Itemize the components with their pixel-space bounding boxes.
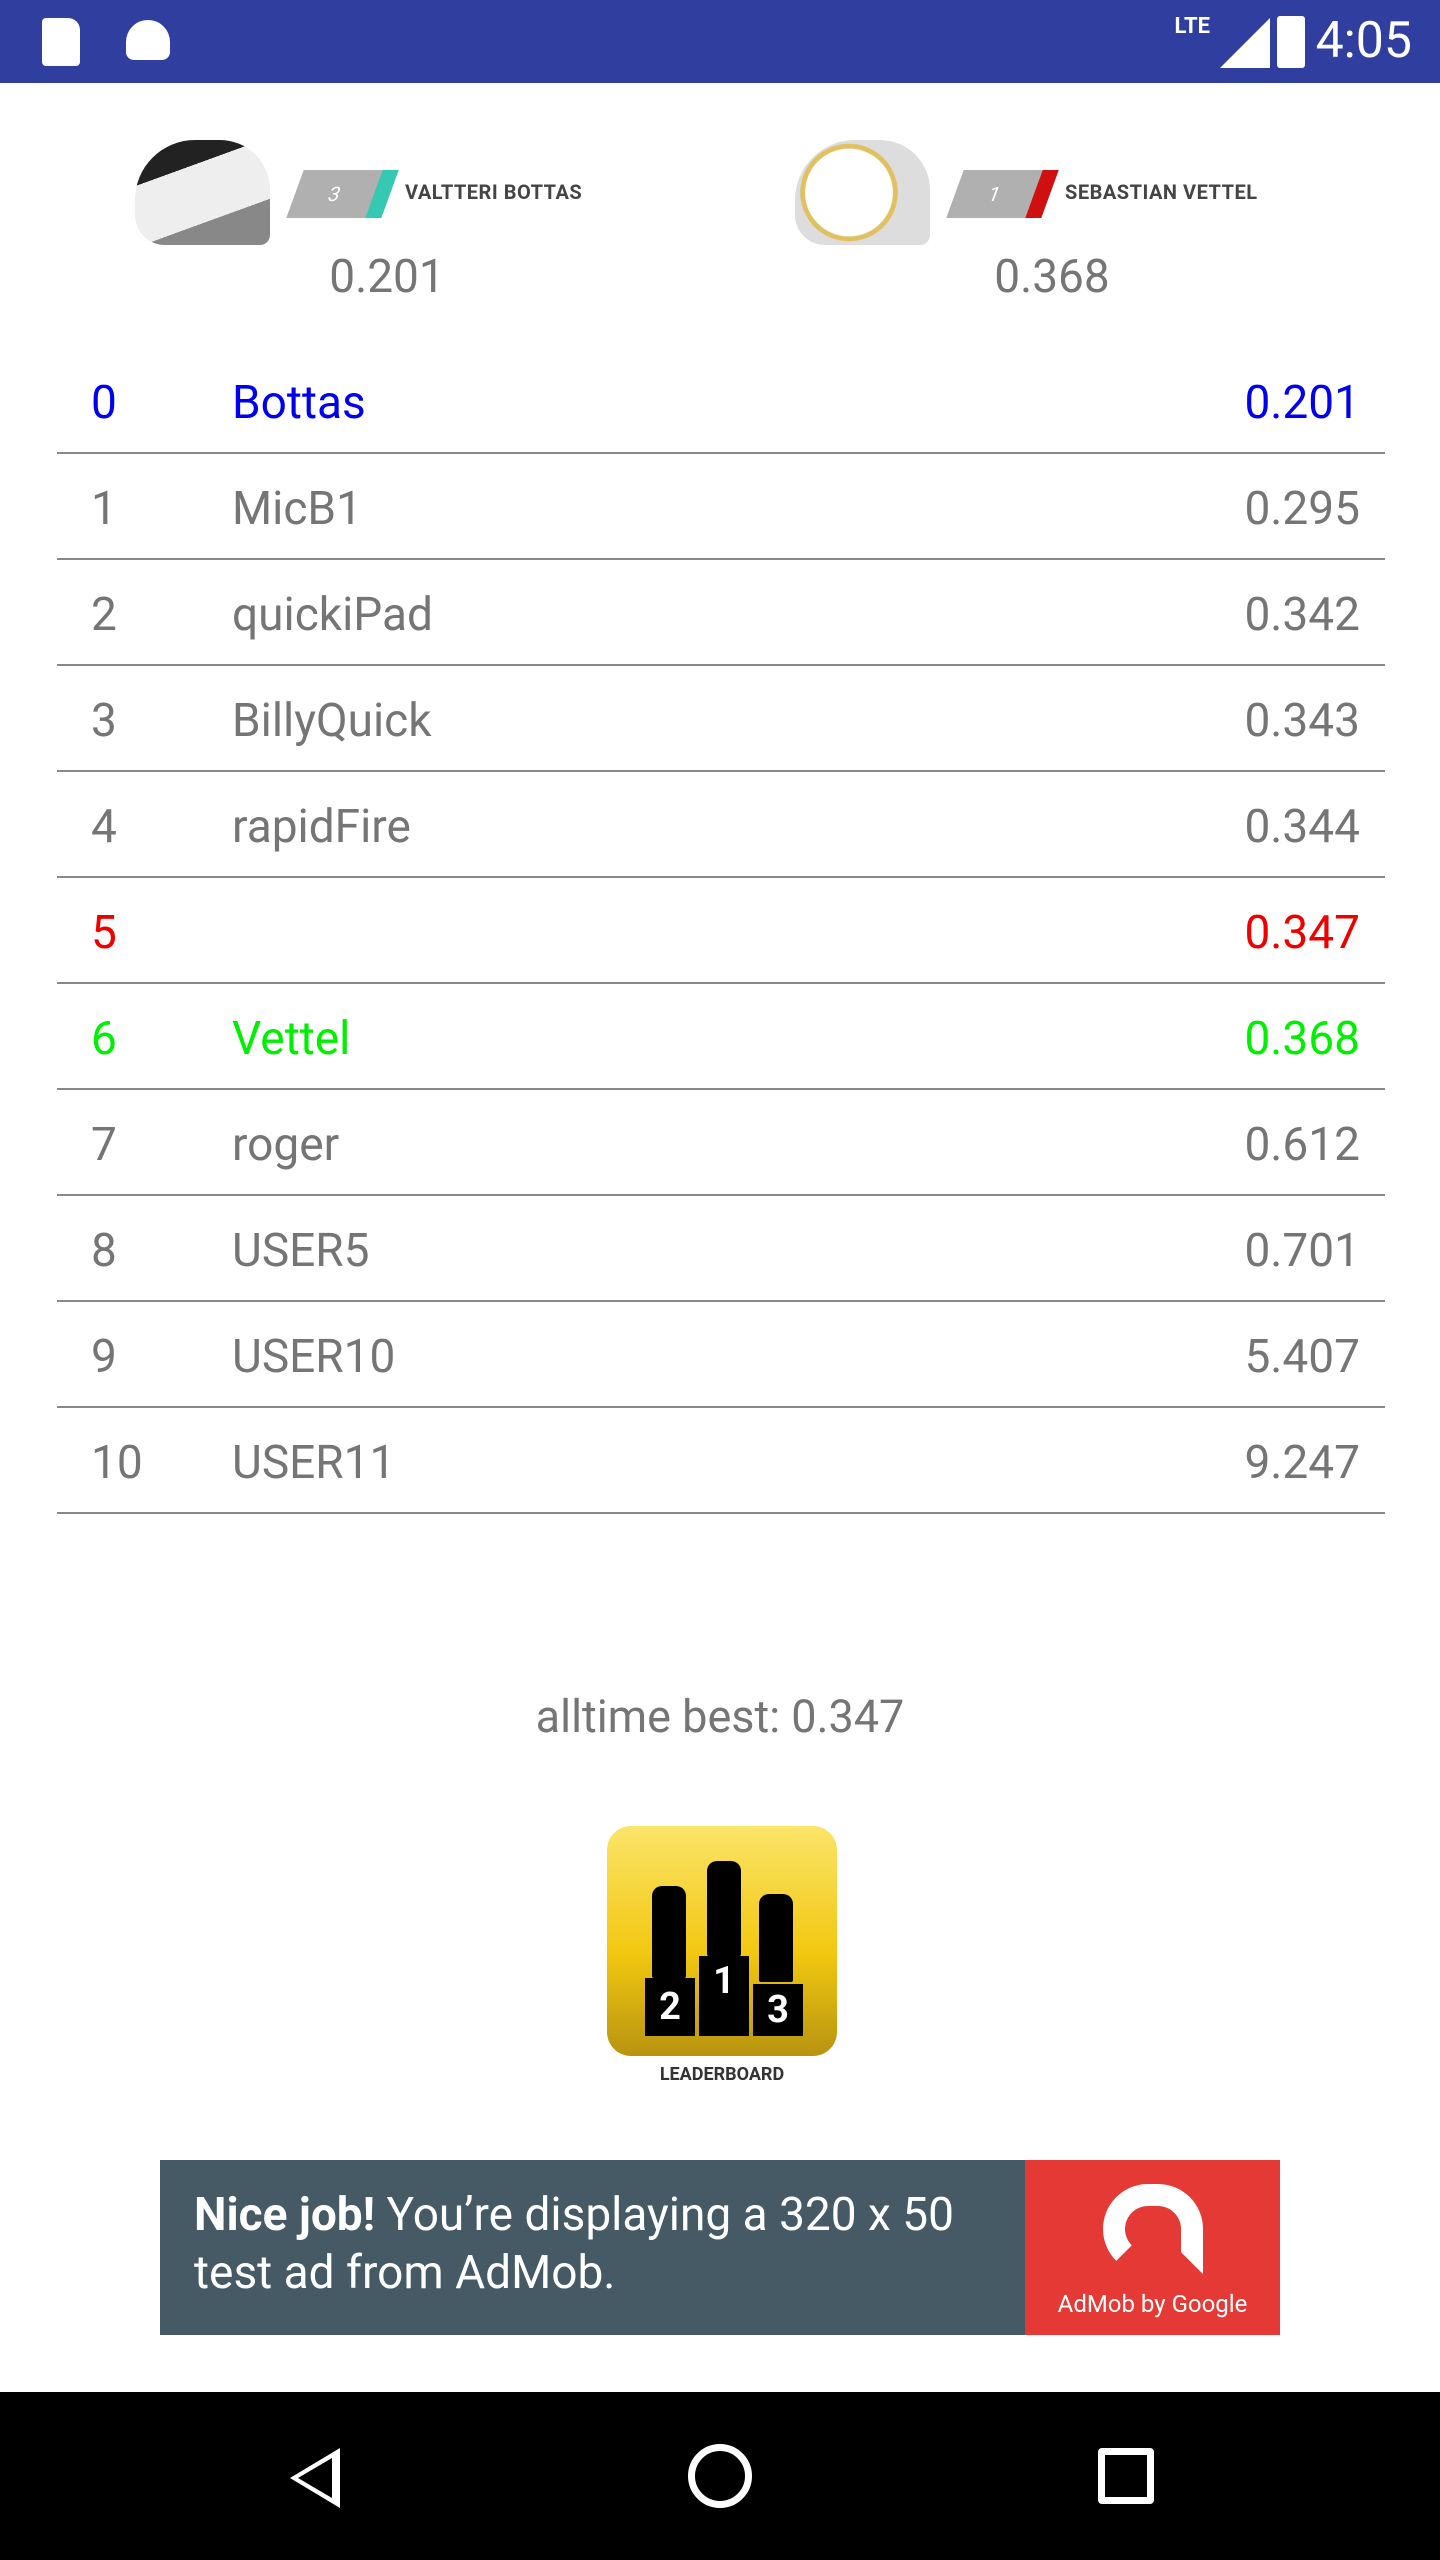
reaction-time: 0.368 bbox=[1244, 1012, 1360, 1066]
table-row: 3 BillyQuick 0.343 bbox=[57, 666, 1385, 772]
alltime-best: alltime best: 0.347 bbox=[535, 1690, 905, 1743]
leaderboard-button[interactable]: 2 1 3 LEADERBOARD bbox=[607, 1826, 837, 2088]
table-row: 2 quickiPad 0.342 bbox=[57, 560, 1385, 666]
player-name: MicB1 bbox=[232, 482, 362, 536]
position: 10 bbox=[91, 1436, 143, 1490]
leaderboard-label: LEADERBOARD bbox=[659, 2064, 785, 2085]
position: 2 bbox=[91, 588, 117, 642]
driver-number-badge: 1 bbox=[946, 170, 1059, 218]
table-row: 5 0.347 bbox=[57, 878, 1385, 984]
reaction-time: 0.201 bbox=[1244, 376, 1360, 430]
ad-text: Nice job! You’re displaying a 320 x 50 t… bbox=[194, 2188, 954, 2300]
clock: 4:05 bbox=[1315, 12, 1412, 70]
table-row: 8 USER5 0.701 bbox=[57, 1196, 1385, 1302]
player-name: quickiPad bbox=[232, 588, 434, 642]
sd-card-icon bbox=[42, 18, 80, 66]
table-row: 7 roger 0.612 bbox=[57, 1090, 1385, 1196]
player-name: Vettel bbox=[232, 1012, 351, 1066]
driver-score: 0.368 bbox=[994, 250, 1110, 304]
table-row: 1 MicB1 0.295 bbox=[57, 454, 1385, 560]
player-name: BillyQuick bbox=[232, 694, 432, 748]
signal-icon bbox=[1220, 18, 1270, 68]
position: 5 bbox=[91, 906, 117, 960]
reaction-time: 9.247 bbox=[1244, 1436, 1360, 1490]
position: 9 bbox=[91, 1330, 117, 1384]
reaction-time: 0.295 bbox=[1244, 482, 1360, 536]
helmet-icon bbox=[135, 140, 270, 245]
ad-brand: AdMob by Google bbox=[1057, 2290, 1248, 2318]
player-name: roger bbox=[232, 1118, 340, 1172]
home-icon[interactable] bbox=[688, 2444, 752, 2508]
battery-charging-icon bbox=[1277, 16, 1305, 68]
driver-vettel: 1 SEBASTIAN VETTEL bbox=[795, 140, 1295, 250]
player-name: rapidFire bbox=[232, 800, 411, 854]
table-row: 6 Vettel 0.368 bbox=[57, 984, 1385, 1090]
position: 1 bbox=[91, 482, 117, 536]
reaction-time: 0.342 bbox=[1244, 588, 1360, 642]
driver-name: SEBASTIAN VETTEL bbox=[1065, 180, 1258, 204]
position: 7 bbox=[91, 1118, 117, 1172]
admob-logo: AdMob by Google bbox=[1025, 2160, 1280, 2335]
driver-bottas: 3 VALTTERI BOTTAS bbox=[135, 140, 635, 250]
table-row: 9 USER10 5.407 bbox=[57, 1302, 1385, 1408]
back-icon[interactable] bbox=[290, 2448, 340, 2508]
table-row: 0 Bottas 0.201 bbox=[57, 348, 1385, 454]
position: 3 bbox=[91, 694, 117, 748]
position: 6 bbox=[91, 1012, 117, 1066]
podium-icon: 2 1 3 bbox=[607, 1826, 837, 2056]
status-bar: LTE 4:05 bbox=[0, 0, 1440, 83]
driver-score: 0.201 bbox=[329, 250, 445, 304]
player-name: Bottas bbox=[232, 376, 366, 430]
admob-icon bbox=[1103, 2184, 1203, 2274]
position: 4 bbox=[91, 800, 117, 854]
driver-number-badge: 3 bbox=[286, 170, 399, 218]
position: 0 bbox=[91, 376, 117, 430]
reaction-time: 0.701 bbox=[1244, 1224, 1360, 1278]
reaction-time: 0.612 bbox=[1244, 1118, 1360, 1172]
player-name: USER11 bbox=[232, 1436, 396, 1490]
reaction-time: 0.343 bbox=[1244, 694, 1360, 748]
network-type: LTE bbox=[1174, 14, 1210, 39]
android-icon bbox=[126, 20, 170, 60]
reaction-time: 0.347 bbox=[1244, 906, 1360, 960]
ad-banner[interactable]: Nice job! You’re displaying a 320 x 50 t… bbox=[160, 2160, 1280, 2335]
reaction-time: 0.344 bbox=[1244, 800, 1360, 854]
player-name: USER5 bbox=[232, 1224, 370, 1278]
table-row: 10 USER11 9.247 bbox=[57, 1408, 1385, 1514]
navigation-bar bbox=[0, 2392, 1440, 2560]
table-row: 4 rapidFire 0.344 bbox=[57, 772, 1385, 878]
driver-name: VALTTERI BOTTAS bbox=[405, 180, 583, 204]
helmet-icon bbox=[795, 140, 930, 245]
reaction-time: 5.407 bbox=[1244, 1330, 1360, 1384]
recents-icon[interactable] bbox=[1098, 2448, 1154, 2504]
player-name: USER10 bbox=[232, 1330, 396, 1384]
position: 8 bbox=[91, 1224, 117, 1278]
